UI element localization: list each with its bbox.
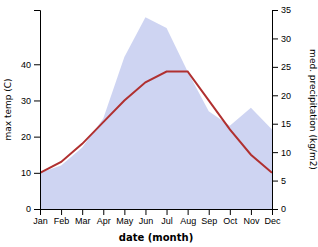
area — [40, 17, 272, 209]
tick-mark — [272, 10, 278, 11]
tick-label: 10 — [21, 168, 31, 178]
tick-label: Sep — [201, 216, 217, 226]
tick-label: 10 — [281, 148, 291, 158]
tick-mark — [209, 209, 210, 215]
x-tick: Jun — [139, 209, 154, 226]
y2-tick: 15 — [272, 119, 291, 129]
tick-mark — [145, 209, 146, 215]
tick-mark — [272, 209, 278, 210]
axis-line — [41, 210, 273, 216]
tick-label: Nov — [243, 216, 260, 226]
y-tick: 10 — [21, 168, 40, 178]
tick-label: Jun — [139, 216, 154, 226]
tick-mark — [34, 137, 40, 138]
y2-tick: 5 — [272, 176, 286, 186]
tick-mark — [251, 209, 252, 215]
y-tick: 0 — [26, 204, 40, 214]
y2-tick: 30 — [272, 34, 291, 44]
chart: JanFebMarAprMayJunJulAugSepOctNovDec0102… — [0, 0, 318, 247]
tick-label: 30 — [21, 96, 31, 106]
tick-mark — [272, 95, 278, 96]
x-tick: Mar — [75, 209, 91, 226]
tick-mark — [124, 209, 125, 215]
y-axis-title: max temp (C) — [3, 78, 13, 140]
x-axis: Jan Feb Mar Apr May Jun Jul Aug Sep Oct Nov Dec — [33, 209, 281, 226]
y2-tick: 25 — [272, 62, 291, 72]
tick-mark — [103, 209, 104, 215]
tick-label: 0 — [281, 204, 286, 214]
y2-tick: 35 — [272, 5, 291, 15]
plot: JanFebMarAprMayJunJulAugSepOctNovDec0102… — [21, 5, 291, 226]
tick-mark — [230, 209, 231, 215]
tick-mark — [34, 100, 40, 101]
tick-label: 0 — [26, 204, 31, 214]
x-tick: Apr — [97, 209, 111, 226]
y-tick: 30 — [21, 96, 40, 106]
tick-label: May — [116, 216, 134, 226]
y2-axis-title: med. precipitation (kg/m2) — [308, 49, 318, 170]
axis-line — [273, 11, 279, 210]
tick-mark — [34, 64, 40, 65]
x-tick: May — [116, 209, 134, 226]
x-tick: Oct — [223, 209, 238, 226]
tick-label: 5 — [281, 176, 286, 186]
tick-mark — [167, 209, 168, 215]
tick-label: Jan — [33, 216, 48, 226]
x-tick: Jul — [161, 209, 173, 226]
line — [40, 72, 272, 173]
y-tick: 20 — [21, 132, 40, 142]
y-axis: 0 10 20 30 40 — [21, 11, 41, 215]
tick-label: Feb — [54, 216, 70, 226]
tick-label: 30 — [281, 34, 291, 44]
x-tick: Sep — [201, 209, 217, 226]
tick-label: 40 — [21, 60, 31, 70]
x-tick: Feb — [54, 209, 70, 226]
tick-mark — [34, 173, 40, 174]
tick-label: Oct — [223, 216, 238, 226]
tick-mark — [82, 209, 83, 215]
tick-mark — [34, 209, 40, 210]
y2-tick: 20 — [272, 91, 291, 101]
tick-mark — [61, 209, 62, 215]
tick-mark — [272, 67, 278, 68]
marks — [40, 17, 272, 209]
y2-tick: 10 — [272, 148, 291, 158]
tick-label: 35 — [281, 5, 291, 15]
x-tick: Nov — [243, 209, 260, 226]
tick-label: Jul — [161, 216, 173, 226]
tick-label: 15 — [281, 119, 291, 129]
y2-axis: 0 5 10 15 20 25 30 35 — [272, 5, 291, 214]
tick-label: Apr — [97, 216, 111, 226]
tick-mark — [272, 38, 278, 39]
x-tick: Jan — [33, 209, 48, 226]
axis-line — [34, 11, 41, 210]
tick-mark — [272, 181, 278, 182]
tick-label: Dec — [264, 216, 281, 226]
tick-mark — [272, 124, 278, 125]
y2-tick: 0 — [272, 204, 286, 214]
x-tick: Aug — [180, 209, 196, 226]
tick-label: Aug — [180, 216, 196, 226]
tick-label: Mar — [75, 216, 91, 226]
tick-label: 20 — [281, 91, 291, 101]
tick-mark — [272, 152, 278, 153]
tick-label: 25 — [281, 62, 291, 72]
x-tick: Dec — [264, 209, 281, 226]
tick-label: 20 — [21, 132, 31, 142]
tick-mark — [188, 209, 189, 215]
y-tick: 40 — [21, 60, 40, 70]
x-axis-title: date (month) — [119, 232, 193, 243]
